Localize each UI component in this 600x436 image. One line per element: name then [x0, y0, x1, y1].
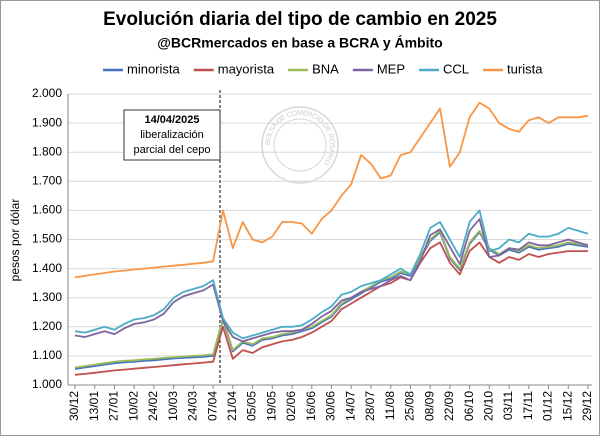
- y-tick-label: 1.000: [32, 377, 62, 391]
- x-tick-label: 10/03: [166, 391, 180, 421]
- y-tick-label: 2.000: [32, 86, 62, 100]
- y-tick-label: 1.900: [32, 115, 62, 129]
- x-tick-label: 07/04: [205, 391, 219, 421]
- legend-label: CCL: [443, 61, 469, 76]
- x-tick-label: 22/09: [442, 391, 456, 421]
- legend-label: MEP: [377, 61, 405, 76]
- watermark-ring: [261, 106, 339, 184]
- x-tick-label: 05/05: [245, 391, 259, 421]
- x-tick-label: 29/12: [580, 391, 594, 421]
- annotation-text: liberalización: [140, 129, 204, 141]
- y-tick-label: 1.100: [32, 348, 62, 362]
- y-tick-label: 1.400: [32, 261, 62, 275]
- series-line: [74, 101, 589, 279]
- x-tick-label: 27/01: [107, 391, 121, 421]
- x-tick-label: 14/07: [343, 391, 357, 421]
- legend-label: mayorista: [218, 61, 275, 76]
- y-tick-label: 1.600: [32, 203, 62, 217]
- x-tick-label: 30/06: [324, 391, 338, 421]
- series-line: [74, 241, 588, 376]
- x-tick-label: 19/05: [264, 391, 278, 421]
- annotation-text: parcial del cepo: [133, 144, 210, 156]
- x-tick-label: 24/02: [146, 391, 160, 421]
- y-tick-label: 1.800: [32, 144, 62, 158]
- x-tick-label: 02/06: [284, 391, 298, 421]
- x-tick-label: 13/01: [87, 391, 101, 421]
- chart-title: Evolución diaria del tipo de cambio en 2…: [103, 9, 497, 30]
- legend-label: turista: [507, 61, 543, 76]
- x-tick-label: 08/09: [422, 391, 436, 421]
- x-tick-label: 21/04: [225, 391, 239, 421]
- annotation-text: 14/04/2025: [144, 114, 199, 126]
- x-tick-label: 24/03: [186, 391, 200, 421]
- chart-subtitle: @BCRmercados en base a BCRA y Ámbito: [157, 35, 442, 51]
- x-tick-label: 11/08: [383, 391, 397, 420]
- y-tick-label: 1.200: [32, 319, 62, 333]
- x-tick-label: 16/06: [304, 391, 318, 421]
- x-tick-label: 10/02: [126, 391, 140, 421]
- x-tick-label: 28/07: [363, 391, 377, 421]
- x-tick-label: 25/08: [403, 391, 417, 421]
- y-axis-label: pesos por dólar: [8, 199, 22, 282]
- x-tick-label: 06/10: [462, 391, 476, 421]
- y-tick-label: 1.500: [32, 232, 62, 246]
- x-tick-label: 17/11: [521, 391, 535, 420]
- x-tick-label: 20/10: [482, 391, 496, 421]
- legend-label: minorista: [127, 61, 181, 76]
- x-tick-label: 15/12: [560, 391, 574, 421]
- x-tick-label: 30/12: [67, 391, 81, 421]
- y-tick-label: 1.700: [32, 173, 62, 187]
- legend-label: BNA: [312, 61, 339, 76]
- y-tick-label: 1.300: [32, 290, 62, 304]
- x-tick-label: 03/11: [501, 391, 515, 420]
- watermark-ring: [273, 118, 327, 172]
- annotation-box: [123, 109, 221, 161]
- series-line: [74, 209, 589, 340]
- x-tick-label: 01/12: [541, 391, 555, 421]
- series-line: [74, 218, 589, 343]
